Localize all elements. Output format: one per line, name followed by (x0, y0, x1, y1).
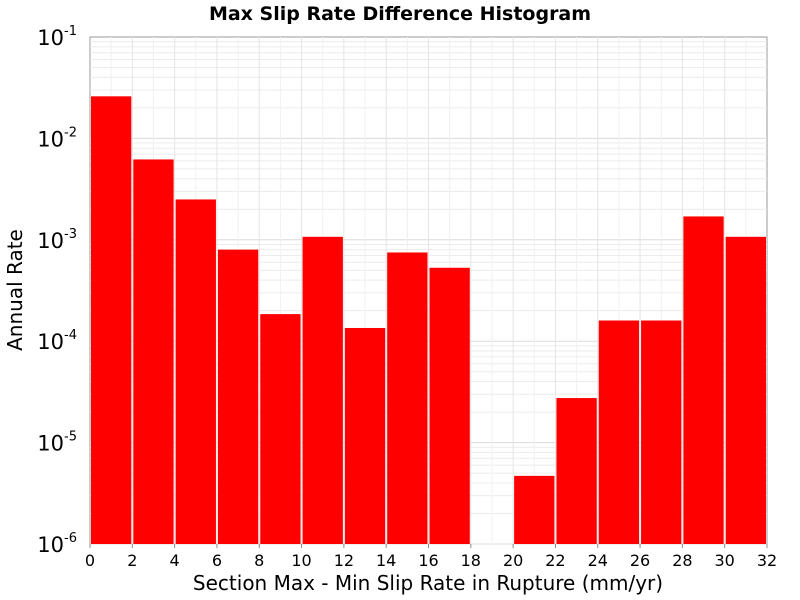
x-tick-label: 20 (503, 551, 523, 570)
x-axis-label: Section Max - Min Slip Rate in Rupture (… (193, 571, 663, 595)
y-tick-label: 10-3 (37, 227, 77, 253)
histogram-bar (641, 320, 682, 544)
x-axis-ticks: 0 2 4 6 8 10 12 14 16 18 20 22 24 26 28 30 32 (85, 544, 777, 570)
histogram-bar (175, 199, 216, 544)
x-tick-label: 14 (376, 551, 396, 570)
x-tick-label: 32 (757, 551, 777, 570)
y-axis-label: Annual Rate (3, 229, 27, 351)
y-tick-label: 10-5 (37, 430, 77, 456)
histogram-bar (556, 398, 597, 544)
x-tick-label: 22 (545, 551, 565, 570)
x-tick-label: 18 (461, 551, 481, 570)
x-tick-label: 6 (212, 551, 222, 570)
x-tick-label: 8 (254, 551, 264, 570)
y-tick-label: 10-1 (37, 24, 77, 50)
histogram-bar (302, 236, 343, 544)
y-tick-label: 10-2 (37, 125, 77, 151)
x-tick-label: 30 (715, 551, 735, 570)
histogram-bar (387, 252, 428, 544)
x-tick-label: 2 (127, 551, 137, 570)
histogram-bar (598, 320, 640, 544)
histogram-bar (429, 267, 470, 544)
bars (91, 96, 766, 544)
histogram-bar (344, 327, 386, 544)
x-tick-label: 28 (672, 551, 692, 570)
histogram-bar (133, 159, 174, 544)
x-tick-label: 16 (418, 551, 438, 570)
x-tick-label: 4 (170, 551, 180, 570)
histogram-bar (725, 236, 766, 544)
x-tick-label: 24 (588, 551, 608, 570)
histogram-bar (217, 249, 259, 544)
histogram-bar (683, 216, 724, 544)
histogram-bar (514, 475, 555, 544)
y-tick-label: 10-6 (37, 531, 77, 557)
histogram-bar (260, 314, 301, 544)
y-axis-ticks: 10-1 10-2 10-3 10-4 10-5 10-6 (37, 24, 77, 557)
histogram-bar (91, 96, 132, 544)
x-tick-label: 0 (85, 551, 95, 570)
x-tick-label: 12 (334, 551, 354, 570)
y-tick-label: 10-4 (37, 328, 77, 354)
x-tick-label: 10 (291, 551, 311, 570)
x-tick-label: 26 (630, 551, 650, 570)
chart-title: Max Slip Rate Difference Histogram (209, 3, 591, 25)
